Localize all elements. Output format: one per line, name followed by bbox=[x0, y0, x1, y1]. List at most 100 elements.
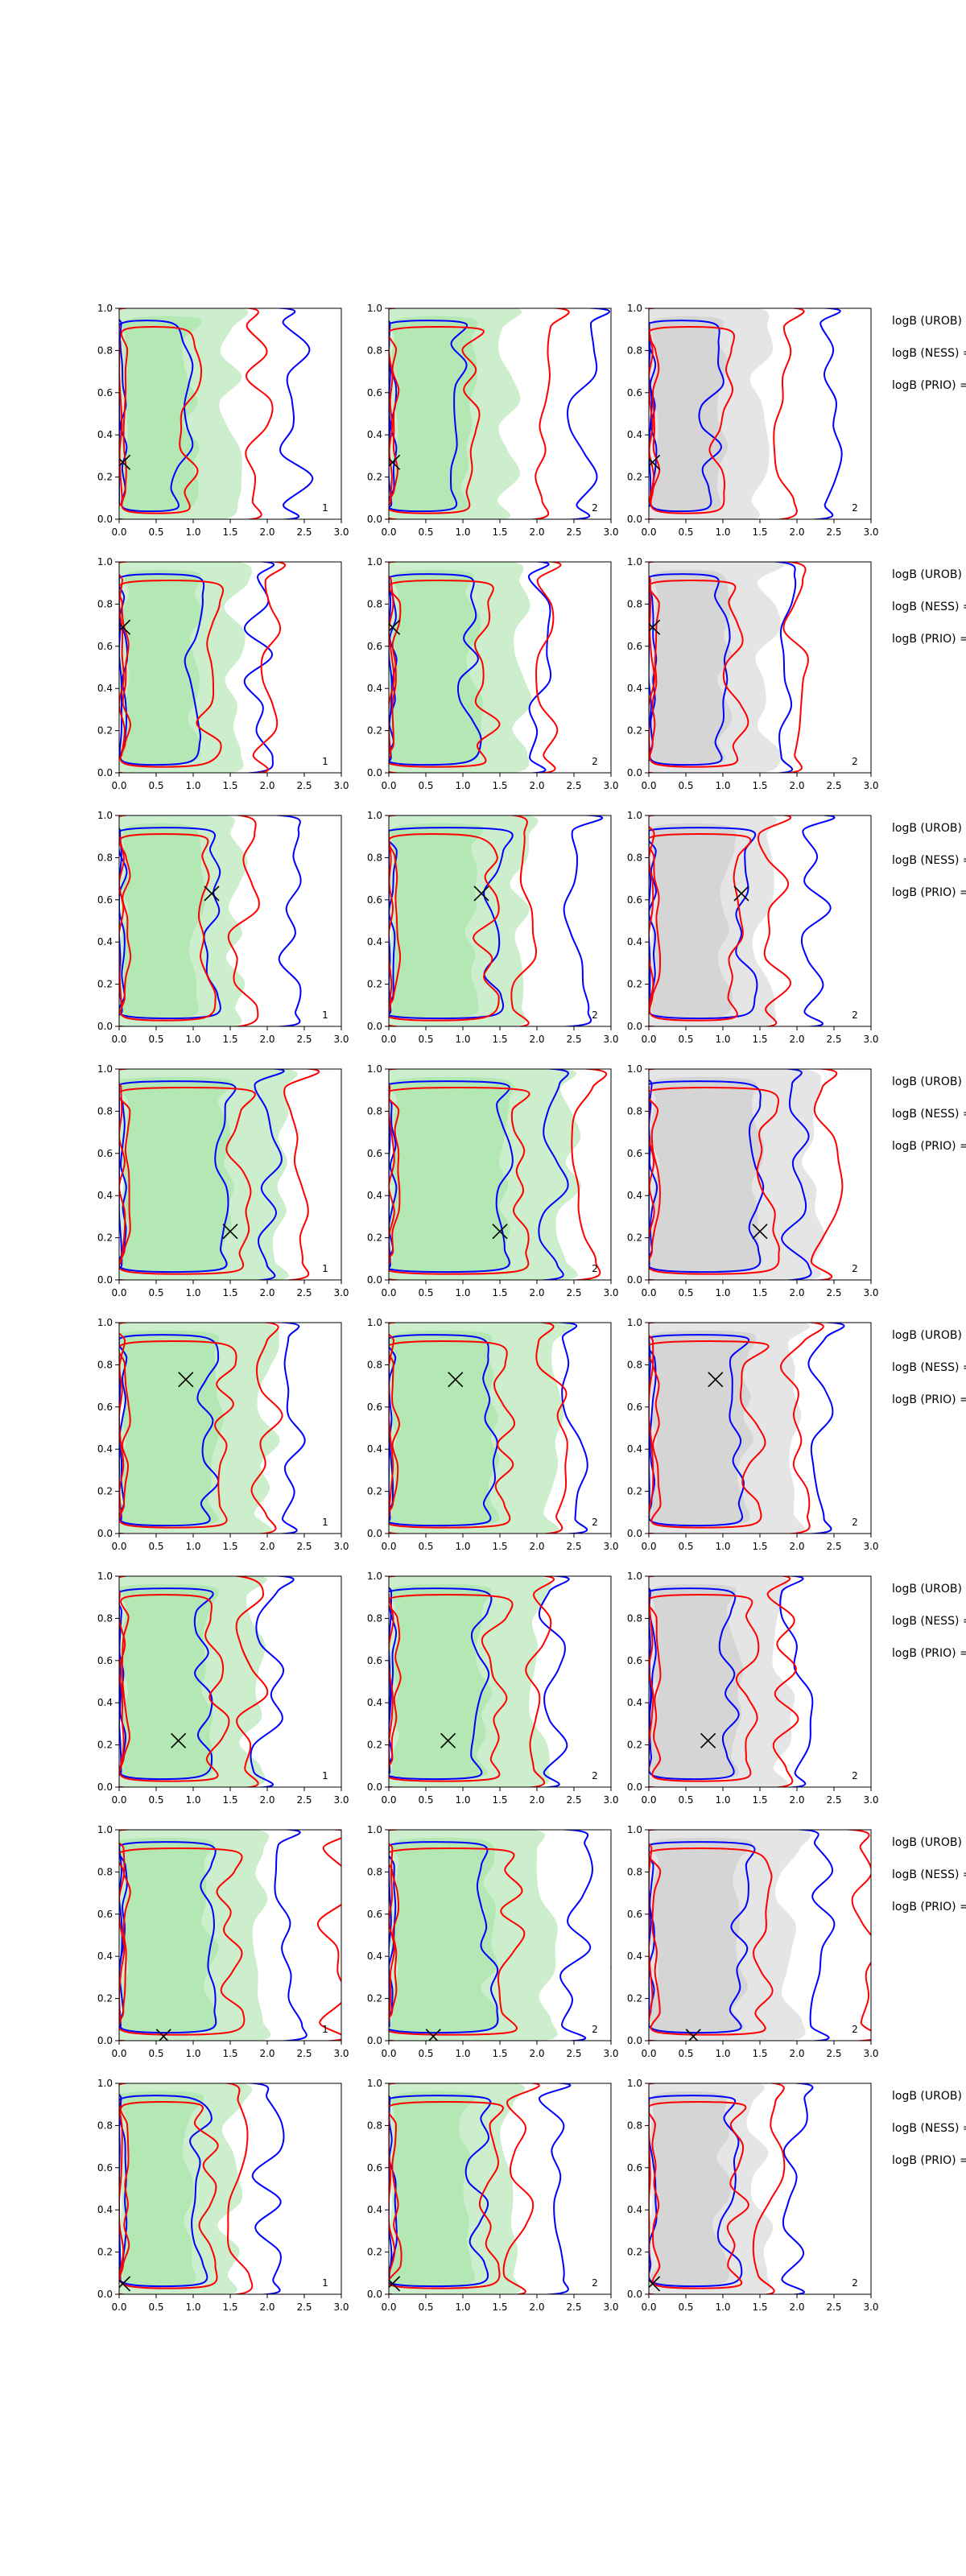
marker bbox=[119, 454, 131, 470]
x-tick-label: 2.0 bbox=[259, 2048, 275, 2059]
x-tick-label: 2.5 bbox=[566, 1287, 581, 1298]
y-tick-label: 0.4 bbox=[627, 1697, 642, 1708]
blue-contour-inner bbox=[119, 1587, 214, 1781]
y-tick-label: 0.0 bbox=[97, 514, 113, 525]
x-tick-label: 3.0 bbox=[333, 1794, 349, 1806]
x-tick-label: 2.0 bbox=[529, 2048, 544, 2059]
plot-area bbox=[649, 1576, 814, 1787]
red-contour-outer bbox=[119, 1069, 320, 1280]
x-tick-label: 0.0 bbox=[111, 2301, 126, 2313]
y-tick-label: 0.8 bbox=[97, 598, 113, 609]
blue-contour-inner bbox=[119, 1080, 237, 1274]
y-tick-label: 0.8 bbox=[97, 1359, 113, 1370]
x-tick-label: 2.5 bbox=[826, 2301, 841, 2313]
panel-tag: 1 bbox=[322, 756, 328, 767]
y-tick-label: 0.8 bbox=[627, 852, 642, 863]
blue-contour-inner bbox=[389, 827, 514, 1020]
y-tick-label: 0.4 bbox=[97, 2204, 113, 2215]
x-tick-label: 1.5 bbox=[222, 1034, 237, 1045]
red-contour-inner bbox=[389, 1340, 516, 1529]
red-contour-outer bbox=[389, 1576, 555, 1787]
y-tick-label: 0.0 bbox=[97, 2289, 113, 2300]
x-tick-label: 3.0 bbox=[603, 1541, 618, 1552]
plot-area bbox=[119, 2083, 285, 2294]
red-contour-outer bbox=[119, 562, 286, 773]
x-tick-label: 1.5 bbox=[222, 526, 237, 538]
y-tick-label: 0.8 bbox=[97, 2120, 113, 2131]
y-tick-label: 1.0 bbox=[627, 2078, 642, 2089]
y-tick-label: 0.2 bbox=[97, 2247, 113, 2258]
side-label: logB (NESS) = bbox=[892, 2122, 966, 2135]
panel-tag: 2 bbox=[852, 2277, 858, 2289]
plot-area bbox=[389, 1576, 570, 1787]
y-tick-label: 0.0 bbox=[367, 2289, 382, 2300]
x-tick-label: 1.5 bbox=[752, 1794, 767, 1806]
red-contour-inner bbox=[649, 326, 735, 514]
panel-r6-c3: 0.0 0.5 1.0 1.5 2.0 2.5 3.0 0.0 0.2 0.4 0.6 0.8 1.0 2 bbox=[627, 1571, 879, 1806]
y-tick-label: 0.8 bbox=[97, 1105, 113, 1117]
y-tick-label: 0.2 bbox=[367, 725, 382, 737]
y-tick-label: 0.2 bbox=[367, 1232, 382, 1244]
y-tick-label: 0.8 bbox=[367, 2120, 382, 2131]
red-contour-outer bbox=[389, 2083, 540, 2294]
side-label: logB (UROB) bbox=[892, 822, 962, 835]
y-tick-label: 0.6 bbox=[97, 641, 113, 652]
blue-contour-inner bbox=[389, 1841, 499, 2034]
x-tick-label: 2.5 bbox=[296, 526, 312, 538]
marker bbox=[389, 619, 401, 635]
y-tick-label: 1.0 bbox=[97, 1063, 113, 1075]
x-tick-label: 0.5 bbox=[418, 1287, 433, 1298]
panel-tag: 1 bbox=[322, 2277, 328, 2289]
x-tick-label: 1.5 bbox=[492, 780, 507, 791]
panel-tag: 2 bbox=[592, 756, 598, 767]
y-tick-label: 1.0 bbox=[627, 556, 642, 568]
red-contour-outer bbox=[119, 815, 260, 1026]
x-tick-label: 2.0 bbox=[529, 1287, 544, 1298]
y-tick-label: 0.8 bbox=[627, 1612, 642, 1624]
panel-r2-c1: 0.0 0.5 1.0 1.5 2.0 2.5 3.0 0.0 0.2 0.4 0.6 0.8 1.0 1 bbox=[97, 556, 349, 791]
y-tick-label: 0.2 bbox=[627, 1232, 642, 1244]
plot-area bbox=[119, 308, 314, 519]
x-tick-label: 3.0 bbox=[863, 1794, 878, 1806]
panel-tag: 2 bbox=[852, 1009, 858, 1021]
y-tick-label: 0.2 bbox=[627, 472, 642, 483]
y-tick-label: 0.2 bbox=[367, 472, 382, 483]
x-tick-label: 0.5 bbox=[678, 2048, 693, 2059]
density-fill-inner bbox=[119, 1076, 234, 1273]
x-tick-label: 2.0 bbox=[789, 1541, 804, 1552]
x-tick-label: 0.0 bbox=[381, 526, 396, 538]
x-tick-label: 1.5 bbox=[752, 1287, 767, 1298]
y-tick-label: 0.6 bbox=[97, 1402, 113, 1413]
x-tick-label: 3.0 bbox=[333, 2301, 349, 2313]
y-tick-label: 0.4 bbox=[97, 936, 113, 947]
x-tick-label: 2.0 bbox=[259, 2301, 275, 2313]
x-tick-label: 0.0 bbox=[381, 2048, 396, 2059]
marker bbox=[649, 619, 661, 635]
x-tick-label: 1.5 bbox=[752, 526, 767, 538]
y-tick-label: 0.6 bbox=[367, 387, 382, 398]
blue-contour-outer bbox=[119, 1069, 285, 1280]
y-tick-label: 1.0 bbox=[97, 2078, 113, 2089]
side-label: logB (PRIO) = bbox=[892, 379, 966, 392]
blue-contour-outer bbox=[649, 1576, 814, 1787]
blue-contour-inner bbox=[119, 320, 194, 513]
panel-r1-c3: 0.0 0.5 1.0 1.5 2.0 2.5 3.0 0.0 0.2 0.4 0.6 0.8 1.0 2 bbox=[627, 303, 879, 538]
blue-contour-inner bbox=[389, 320, 468, 513]
marker bbox=[733, 886, 749, 902]
panel-r1-c2: 0.0 0.5 1.0 1.5 2.0 2.5 3.0 0.0 0.2 0.4 0.6 0.8 1.0 2 bbox=[367, 303, 619, 538]
x-tick-label: 2.0 bbox=[529, 780, 544, 791]
red-contour-inner bbox=[649, 1087, 780, 1275]
y-tick-label: 0.8 bbox=[97, 1866, 113, 1877]
x-tick-label: 3.0 bbox=[863, 2301, 878, 2313]
blue-contour-outer bbox=[649, 1323, 845, 1534]
red-contour-inner bbox=[389, 580, 501, 768]
y-tick-label: 0.4 bbox=[367, 1443, 382, 1455]
x-tick-label: 1.5 bbox=[492, 1794, 507, 1806]
density-fill-inner bbox=[389, 569, 483, 766]
density-fill-inner bbox=[650, 569, 733, 766]
y-tick-label: 0.4 bbox=[367, 1190, 382, 1201]
y-tick-label: 0.4 bbox=[367, 1951, 382, 1962]
y-tick-label: 0.0 bbox=[367, 1781, 382, 1793]
panel-r2-c2: 0.0 0.5 1.0 1.5 2.0 2.5 3.0 0.0 0.2 0.4 0.6 0.8 1.0 2 bbox=[367, 556, 619, 791]
side-label: logB (PRIO) = bbox=[892, 2154, 966, 2167]
